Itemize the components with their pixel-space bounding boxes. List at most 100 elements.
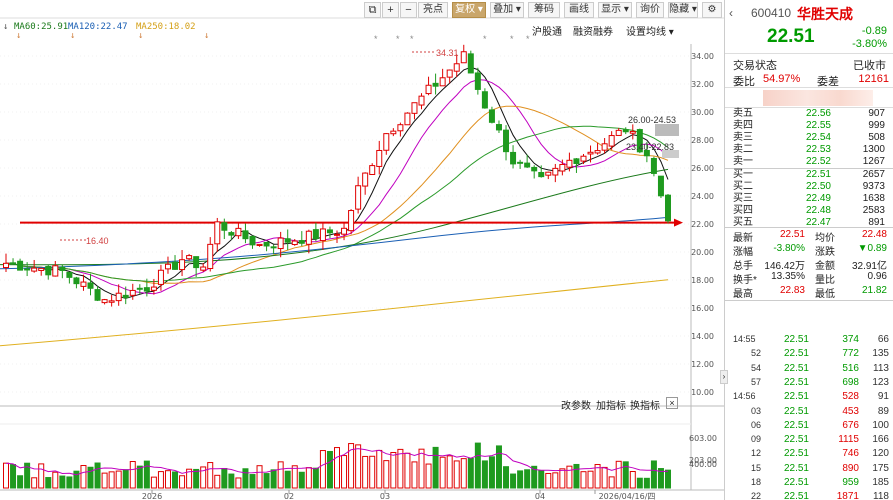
candle-body bbox=[629, 130, 636, 134]
tick-volume: 1115 bbox=[838, 434, 859, 446]
volume-bar bbox=[80, 465, 87, 489]
stat-label: 量比 bbox=[815, 275, 835, 286]
volume-close-icon[interactable]: × bbox=[666, 397, 678, 409]
toolbar-button-4[interactable]: 画线 bbox=[564, 2, 594, 18]
ask-label: 卖一 bbox=[733, 156, 753, 167]
candle-body bbox=[38, 267, 45, 271]
price-tick: 28.00 bbox=[691, 136, 714, 145]
volume-bar bbox=[580, 471, 587, 489]
ask-label: 卖四 bbox=[733, 120, 753, 131]
marker-star-icon: * bbox=[483, 34, 487, 44]
tick-volume: 959 bbox=[842, 477, 859, 488]
candle-body bbox=[150, 286, 157, 291]
ask-price: 22.54 bbox=[805, 132, 831, 143]
tick-count: 89 bbox=[877, 405, 889, 417]
bid-label: 买五 bbox=[733, 217, 753, 228]
volume-bar bbox=[404, 452, 411, 489]
subbar-link-2[interactable]: 设置均线 ▾ bbox=[626, 27, 674, 38]
candle-body bbox=[657, 175, 664, 197]
candle-body bbox=[587, 151, 594, 155]
tick-count: 100 bbox=[872, 419, 889, 431]
toolbar-button-2[interactable]: 叠加 ▾ bbox=[490, 2, 524, 18]
minus-icon[interactable]: − bbox=[400, 2, 417, 18]
volume-tick: 203.00 bbox=[689, 456, 717, 465]
range-label-1: 26.00-24.53 bbox=[628, 115, 677, 125]
collapse-panel-icon[interactable]: › bbox=[720, 370, 728, 384]
ask-row: 卖一 22.52 1267 bbox=[725, 156, 893, 168]
volume-bar bbox=[587, 470, 594, 489]
bid-volume: 2583 bbox=[862, 205, 885, 216]
volume-bar bbox=[460, 458, 467, 489]
volume-link-1[interactable]: 加指标 bbox=[596, 401, 626, 412]
toolbar-button-0[interactable]: 亮点 bbox=[418, 2, 448, 18]
plus-icon[interactable]: + bbox=[382, 2, 399, 18]
volume-bar bbox=[242, 468, 249, 489]
toolbar-button-6[interactable]: 询价 bbox=[636, 2, 664, 18]
toolbar-button-1[interactable]: 复权 ▾ bbox=[452, 2, 486, 18]
stat-label: 最新 bbox=[733, 233, 753, 244]
volume-bar bbox=[136, 465, 143, 489]
candle-body bbox=[376, 149, 383, 167]
range-label-2: 23.40-22.83 bbox=[626, 142, 675, 152]
volume-bar bbox=[52, 471, 59, 489]
volume-bar bbox=[657, 468, 664, 489]
subbar-link-1[interactable]: 融资融券 bbox=[573, 27, 613, 38]
tick-time: 57 bbox=[751, 376, 762, 387]
toolbar-button-5[interactable]: 显示 ▾ bbox=[598, 2, 632, 18]
ask-row: 卖五 22.56 907 bbox=[725, 108, 893, 120]
kline-chart[interactable]: 34.00 32.00 30.00 28.00 26.00 24.00 22.00 20.00… bbox=[0, 0, 724, 500]
volume-bar bbox=[3, 462, 9, 489]
toolbar-button-7[interactable]: 隐藏 ▾ bbox=[668, 2, 698, 18]
candle-body bbox=[52, 265, 59, 277]
volume-bar bbox=[538, 470, 545, 489]
ma-legend-item: MA60:25.91 bbox=[14, 22, 69, 32]
volume-bar bbox=[481, 460, 488, 489]
bid-row: 买五 22.47 891 bbox=[725, 217, 893, 229]
candle-body bbox=[319, 228, 326, 242]
candle-body bbox=[538, 172, 545, 178]
tick-price: 22.51 bbox=[783, 434, 809, 446]
candle-body bbox=[665, 194, 671, 222]
volume-bar bbox=[432, 446, 439, 489]
price-tick: 14.00 bbox=[691, 332, 714, 341]
bid-row: 买一 22.51 2657 bbox=[725, 169, 893, 181]
price-tick: 24.00 bbox=[691, 192, 714, 201]
date-tick: 02 bbox=[284, 492, 294, 500]
candle-body bbox=[249, 235, 256, 246]
marker-star-icon: * bbox=[374, 34, 378, 44]
ask-label: 卖五 bbox=[733, 108, 753, 119]
back-icon[interactable]: ‹ bbox=[729, 6, 733, 20]
volume-link-2[interactable]: 换指标 bbox=[630, 401, 660, 412]
stat-label: 涨幅 bbox=[733, 247, 753, 258]
marker-star-icon: * bbox=[510, 34, 514, 44]
copy-icon[interactable]: ⧉ bbox=[364, 2, 381, 18]
candle-body bbox=[453, 63, 460, 72]
candle-body bbox=[17, 260, 24, 271]
marker-star-icon: * bbox=[526, 34, 530, 44]
settings-icon[interactable]: ⚙ bbox=[702, 2, 722, 18]
volume-bar bbox=[193, 468, 200, 489]
candle-body bbox=[143, 287, 150, 292]
tick-volume: 698 bbox=[842, 376, 859, 388]
candle-body bbox=[235, 227, 242, 237]
tick-count: 91 bbox=[877, 391, 889, 403]
candle-body bbox=[411, 102, 418, 114]
toolbar-button-3[interactable]: 筹码 bbox=[528, 2, 560, 18]
candle-body bbox=[270, 246, 277, 249]
ask-price: 22.53 bbox=[805, 144, 831, 155]
candle-body bbox=[80, 281, 87, 287]
bid-volume: 9373 bbox=[862, 181, 885, 192]
volume-bar bbox=[524, 469, 531, 489]
volume-bar bbox=[383, 460, 390, 489]
subbar-link-0[interactable]: 沪股通 bbox=[532, 27, 562, 38]
volume-bar bbox=[305, 467, 312, 489]
bid-volume: 1638 bbox=[862, 193, 885, 204]
volume-bar bbox=[235, 477, 242, 489]
tick-volume: 746 bbox=[842, 448, 859, 460]
ma-down-icon: ↓ bbox=[138, 31, 144, 41]
volume-bar bbox=[284, 470, 291, 489]
tick-count: 175 bbox=[872, 462, 889, 474]
volume-bar bbox=[510, 473, 517, 489]
ma-down-icon: ↓ bbox=[16, 31, 22, 41]
volume-link-0[interactable]: 改参数 bbox=[561, 401, 591, 412]
